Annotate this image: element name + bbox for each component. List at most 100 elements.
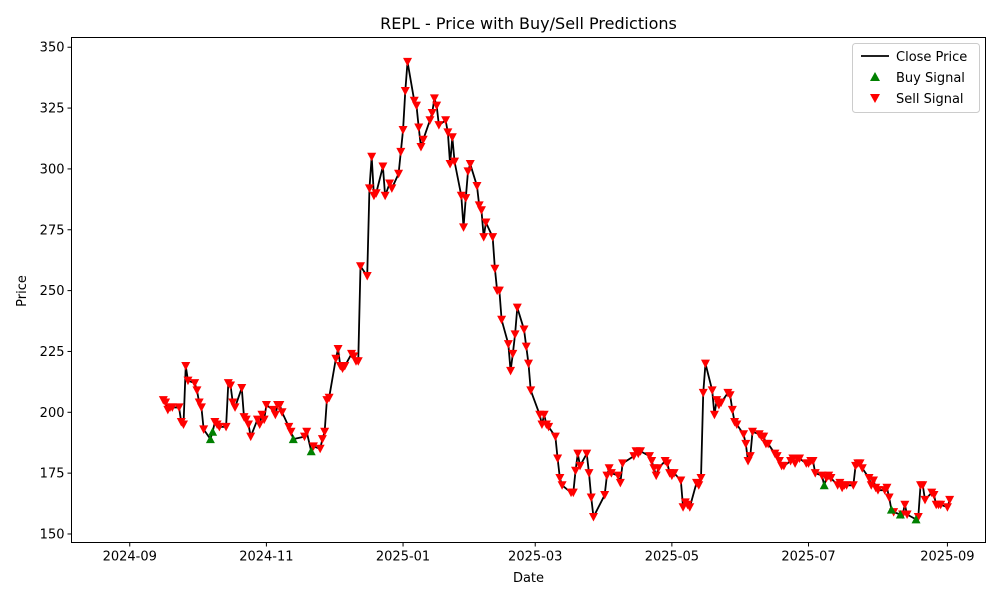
sell-signal-marker bbox=[600, 491, 610, 500]
x-tick-label: 2024-09 bbox=[103, 550, 157, 565]
sell-signal-marker bbox=[864, 474, 874, 483]
sell-signal-marker bbox=[174, 403, 184, 412]
sell-signal-marker bbox=[553, 454, 563, 464]
sell-signal-marker bbox=[741, 439, 751, 449]
buy-signal-marker bbox=[911, 514, 921, 524]
sell-signal-marker bbox=[497, 315, 507, 325]
sell-signal-marker bbox=[463, 167, 473, 176]
y-tick-label: 350 bbox=[40, 41, 65, 56]
sell-signal-marker bbox=[472, 181, 482, 191]
y-tick-label: 250 bbox=[40, 284, 65, 299]
sell-signal-marker bbox=[315, 444, 325, 454]
sell-signal-marker bbox=[936, 500, 946, 510]
sell-signal-marker bbox=[252, 415, 262, 425]
sell-signal-marker bbox=[456, 191, 466, 201]
sell-signal-marker bbox=[284, 422, 294, 432]
sell-signal-marker bbox=[432, 101, 442, 111]
sell-signal-marker bbox=[676, 476, 686, 485]
sell-signal-marker bbox=[712, 396, 722, 405]
sell-signal-marker bbox=[371, 189, 381, 198]
sell-signal-marker bbox=[835, 478, 845, 488]
sell-signal-marker bbox=[739, 430, 749, 439]
sell-signal-marker bbox=[396, 147, 406, 157]
sell-signal-marker bbox=[226, 381, 236, 391]
sell-signal-marker bbox=[568, 488, 578, 498]
sell-signal-marker bbox=[571, 466, 581, 476]
sell-signal-marker bbox=[582, 449, 592, 459]
sell-signal-marker bbox=[190, 379, 200, 388]
sell-signal-marker bbox=[613, 471, 623, 481]
legend-box bbox=[852, 43, 980, 113]
sell-signal-marker bbox=[400, 87, 410, 96]
sell-signal-marker bbox=[411, 101, 421, 111]
sell-signal-marker bbox=[506, 366, 516, 376]
sell-signal-marker bbox=[221, 422, 231, 432]
sell-signal-marker bbox=[367, 152, 377, 162]
sell-signal-marker bbox=[447, 133, 457, 142]
sell-signal-marker bbox=[443, 128, 453, 137]
x-tick-label: 2025-07 bbox=[781, 550, 835, 565]
sell-signal-marker bbox=[275, 400, 285, 410]
sell-signal-marker bbox=[414, 123, 424, 133]
sell-signal-marker bbox=[584, 469, 594, 478]
sell-signal-marker bbox=[331, 354, 341, 364]
y-tick-label: 225 bbox=[40, 345, 65, 360]
legend-sell-label: Sell Signal bbox=[896, 92, 964, 107]
sell-signal-marker bbox=[745, 452, 755, 461]
legend-buy-marker bbox=[870, 72, 880, 81]
sell-signal-marker bbox=[826, 474, 836, 483]
sell-signal-marker bbox=[512, 303, 522, 313]
sell-signal-marker bbox=[817, 471, 827, 481]
sell-signal-marker bbox=[920, 495, 930, 505]
sell-signal-marker bbox=[873, 486, 883, 495]
sell-signal-marker bbox=[199, 425, 209, 434]
sell-signal-marker bbox=[340, 362, 350, 371]
sell-signal-marker bbox=[857, 464, 867, 473]
sell-signal-marker bbox=[774, 456, 784, 466]
sell-signal-marker bbox=[759, 432, 769, 442]
legend-sell-marker bbox=[870, 94, 880, 103]
sell-signal-marker bbox=[465, 160, 475, 169]
sell-signal-marker bbox=[503, 340, 513, 349]
sell-signal-marker bbox=[848, 481, 858, 490]
sell-signal-marker bbox=[409, 96, 419, 106]
sell-signal-marker bbox=[324, 393, 334, 403]
sell-signal-marker bbox=[183, 376, 193, 386]
sell-signal-marker bbox=[700, 359, 710, 369]
sell-signal-marker bbox=[286, 427, 296, 437]
sell-signal-marker bbox=[526, 386, 536, 395]
sell-signal-marker bbox=[353, 357, 363, 366]
sell-signal-marker bbox=[450, 157, 460, 167]
y-tick-label: 300 bbox=[40, 162, 65, 177]
x-tick-label: 2025-09 bbox=[920, 550, 974, 565]
sell-signal-marker bbox=[810, 469, 820, 478]
sell-signal-marker bbox=[490, 264, 500, 274]
sell-signal-marker bbox=[445, 160, 455, 169]
sell-signal-marker bbox=[333, 345, 343, 354]
sell-signal-marker bbox=[539, 410, 549, 420]
sell-signal-marker bbox=[779, 461, 789, 471]
sell-signal-marker bbox=[510, 330, 520, 339]
y-tick-label: 325 bbox=[40, 102, 65, 117]
sell-signal-marker bbox=[763, 439, 773, 449]
sell-signal-marker bbox=[380, 191, 390, 201]
sell-signal-marker bbox=[161, 398, 171, 408]
sell-signal-marker bbox=[521, 342, 531, 352]
sell-signal-marker bbox=[474, 201, 484, 210]
sell-signal-marker bbox=[586, 493, 596, 502]
sell-signal-marker bbox=[772, 452, 782, 461]
y-tick-label: 150 bbox=[40, 527, 65, 542]
legend-buy-label: Buy Signal bbox=[896, 71, 965, 86]
sell-signal-marker bbox=[900, 500, 910, 510]
sell-signal-marker bbox=[795, 454, 805, 464]
sell-signal-marker bbox=[394, 169, 404, 179]
sell-signal-marker bbox=[544, 422, 554, 432]
sell-signal-marker bbox=[362, 272, 372, 281]
sell-signal-marker bbox=[434, 121, 444, 130]
sell-signal-marker bbox=[707, 386, 717, 395]
sell-signal-marker bbox=[918, 481, 928, 490]
sell-signal-marker bbox=[615, 478, 625, 488]
sell-signal-marker bbox=[181, 362, 191, 371]
sell-signal-marker bbox=[669, 469, 679, 478]
buy-signal-marker bbox=[205, 434, 215, 444]
